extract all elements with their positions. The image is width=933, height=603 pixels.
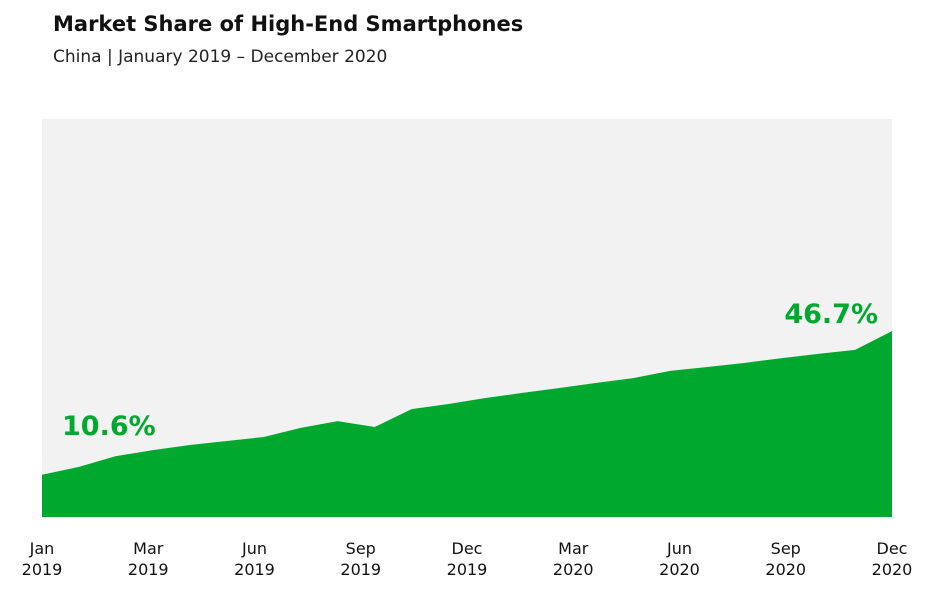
x-tick-label: Jun 2020: [659, 539, 700, 579]
area: [42, 331, 892, 517]
chart-title: Market Share of High-End Smartphones: [53, 12, 524, 36]
x-tick-label: Jun 2019: [234, 539, 275, 579]
x-tick-label: Sep 2019: [340, 539, 382, 579]
value-label: 46.7%: [784, 299, 878, 330]
x-tick-label: Sep 2020: [765, 539, 807, 579]
x-tick-label: Dec 2020: [871, 539, 913, 579]
x-tick-label: Mar 2019: [127, 539, 169, 579]
x-tick-label: Jan 2019: [21, 539, 63, 579]
chart-subtitle: China | January 2019 – December 2020: [53, 47, 388, 67]
value-label: 10.6%: [62, 411, 156, 442]
x-tick-label: Mar 2020: [552, 539, 594, 579]
x-tick-label: Dec 2019: [446, 539, 488, 579]
